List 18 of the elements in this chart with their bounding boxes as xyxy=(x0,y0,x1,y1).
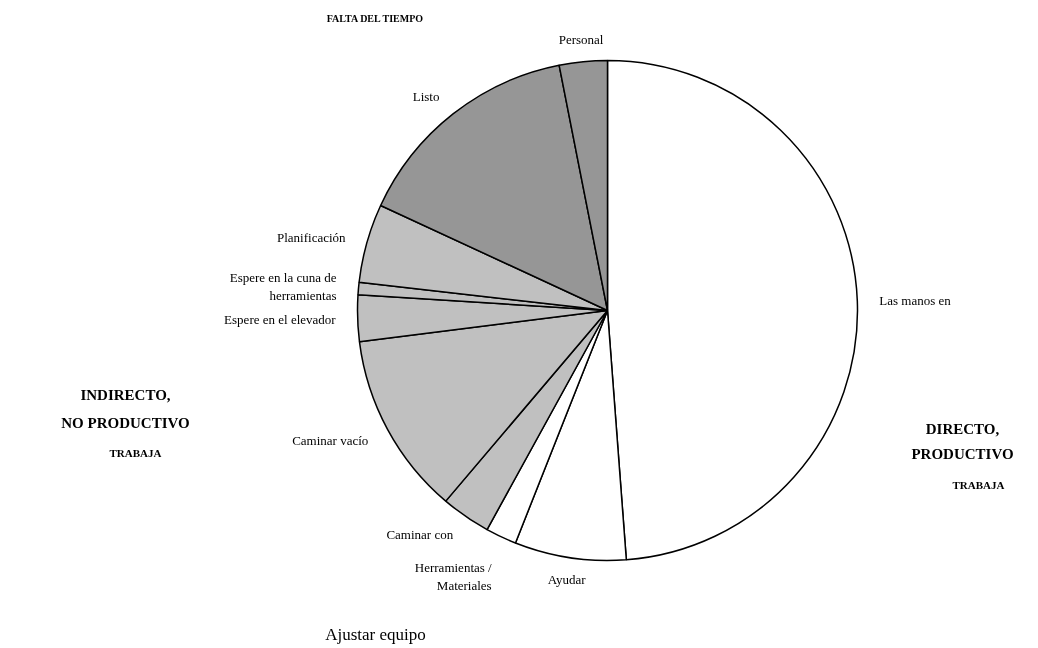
slice-label: Ayudar xyxy=(547,571,587,587)
text: NO PRODUCTIVO xyxy=(61,414,190,431)
text: DIRECTO, xyxy=(925,420,1000,437)
slice-label: Planificación xyxy=(277,229,347,245)
slice-label: Caminar vacío xyxy=(292,432,369,448)
text: FALTA DEL TIEMPO xyxy=(326,13,424,24)
text: INDIRECTO, xyxy=(80,386,171,403)
text: PRODUCTIVO xyxy=(911,445,1014,462)
slice-label: Las manos en xyxy=(879,292,952,308)
slice-label: Listo xyxy=(412,89,440,105)
text: Ajustar equipo xyxy=(325,625,426,644)
slice-label: Espere en el elevador xyxy=(224,311,337,327)
text: TRABAJA xyxy=(109,446,162,459)
slice-label: Espere en la cuna de herramientas xyxy=(229,270,337,304)
slice-label: Personal xyxy=(558,32,604,48)
text: TRABAJA xyxy=(952,478,1005,491)
slice-label: Caminar con xyxy=(386,527,454,542)
slice-label: Herramientas / Materiales xyxy=(414,560,493,593)
